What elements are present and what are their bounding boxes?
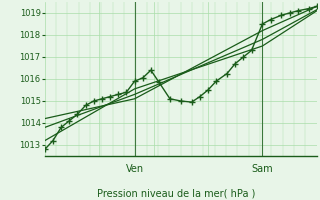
Text: Sam: Sam <box>252 164 273 174</box>
Text: Pression niveau de la mer( hPa ): Pression niveau de la mer( hPa ) <box>97 188 255 198</box>
Text: Ven: Ven <box>125 164 144 174</box>
